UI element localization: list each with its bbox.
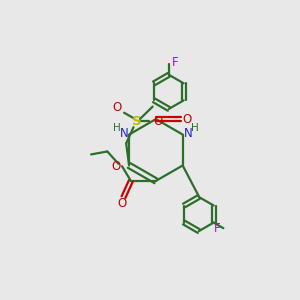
Text: N: N bbox=[184, 127, 192, 140]
Text: O: O bbox=[182, 112, 191, 126]
Text: F: F bbox=[214, 222, 220, 235]
Text: F: F bbox=[172, 56, 179, 69]
Text: O: O bbox=[117, 197, 127, 210]
Text: N: N bbox=[119, 127, 128, 140]
Text: H: H bbox=[191, 123, 199, 133]
Text: O: O bbox=[113, 101, 122, 114]
Text: S: S bbox=[132, 115, 141, 128]
Text: O: O bbox=[153, 115, 163, 128]
Text: O: O bbox=[111, 160, 120, 173]
Text: H: H bbox=[113, 123, 121, 133]
